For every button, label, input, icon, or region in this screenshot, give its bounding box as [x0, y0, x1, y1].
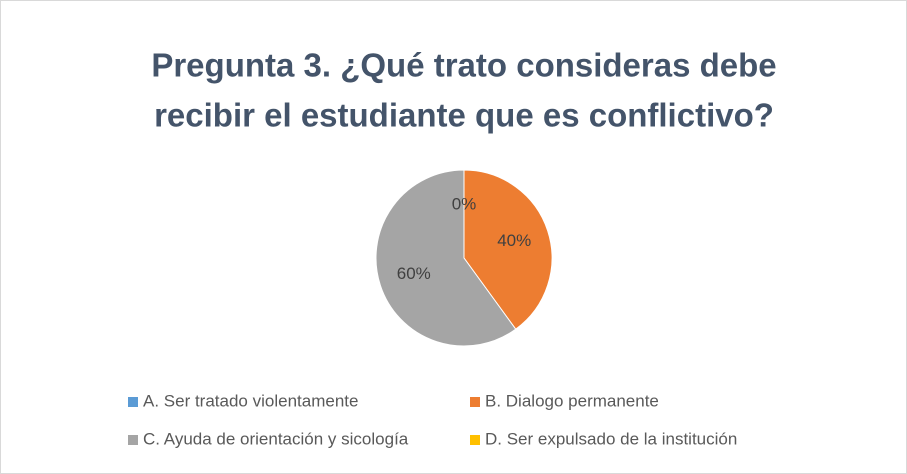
data-label: 40% [497, 231, 531, 250]
legend-swatch [470, 435, 480, 445]
legend-label: D. Ser expulsado de la institución [485, 429, 737, 448]
pie-slice [375, 169, 517, 347]
pie-slice [463, 169, 553, 330]
legend-swatch [128, 397, 138, 407]
data-label: 0% [452, 195, 477, 214]
legend-label: B. Dialogo permanente [485, 391, 659, 410]
legend-label: A. Ser tratado violentamente [143, 391, 358, 410]
chart-title: recibir el estudiante que es conflictivo… [154, 97, 774, 134]
data-label: 60% [397, 264, 431, 283]
legend-swatch [470, 397, 480, 407]
legend-swatch [128, 435, 138, 445]
legend-label: C. Ayuda de orientación y sicología [143, 429, 409, 448]
chart-title: Pregunta 3. ¿Qué trato consideras debe [151, 47, 776, 84]
